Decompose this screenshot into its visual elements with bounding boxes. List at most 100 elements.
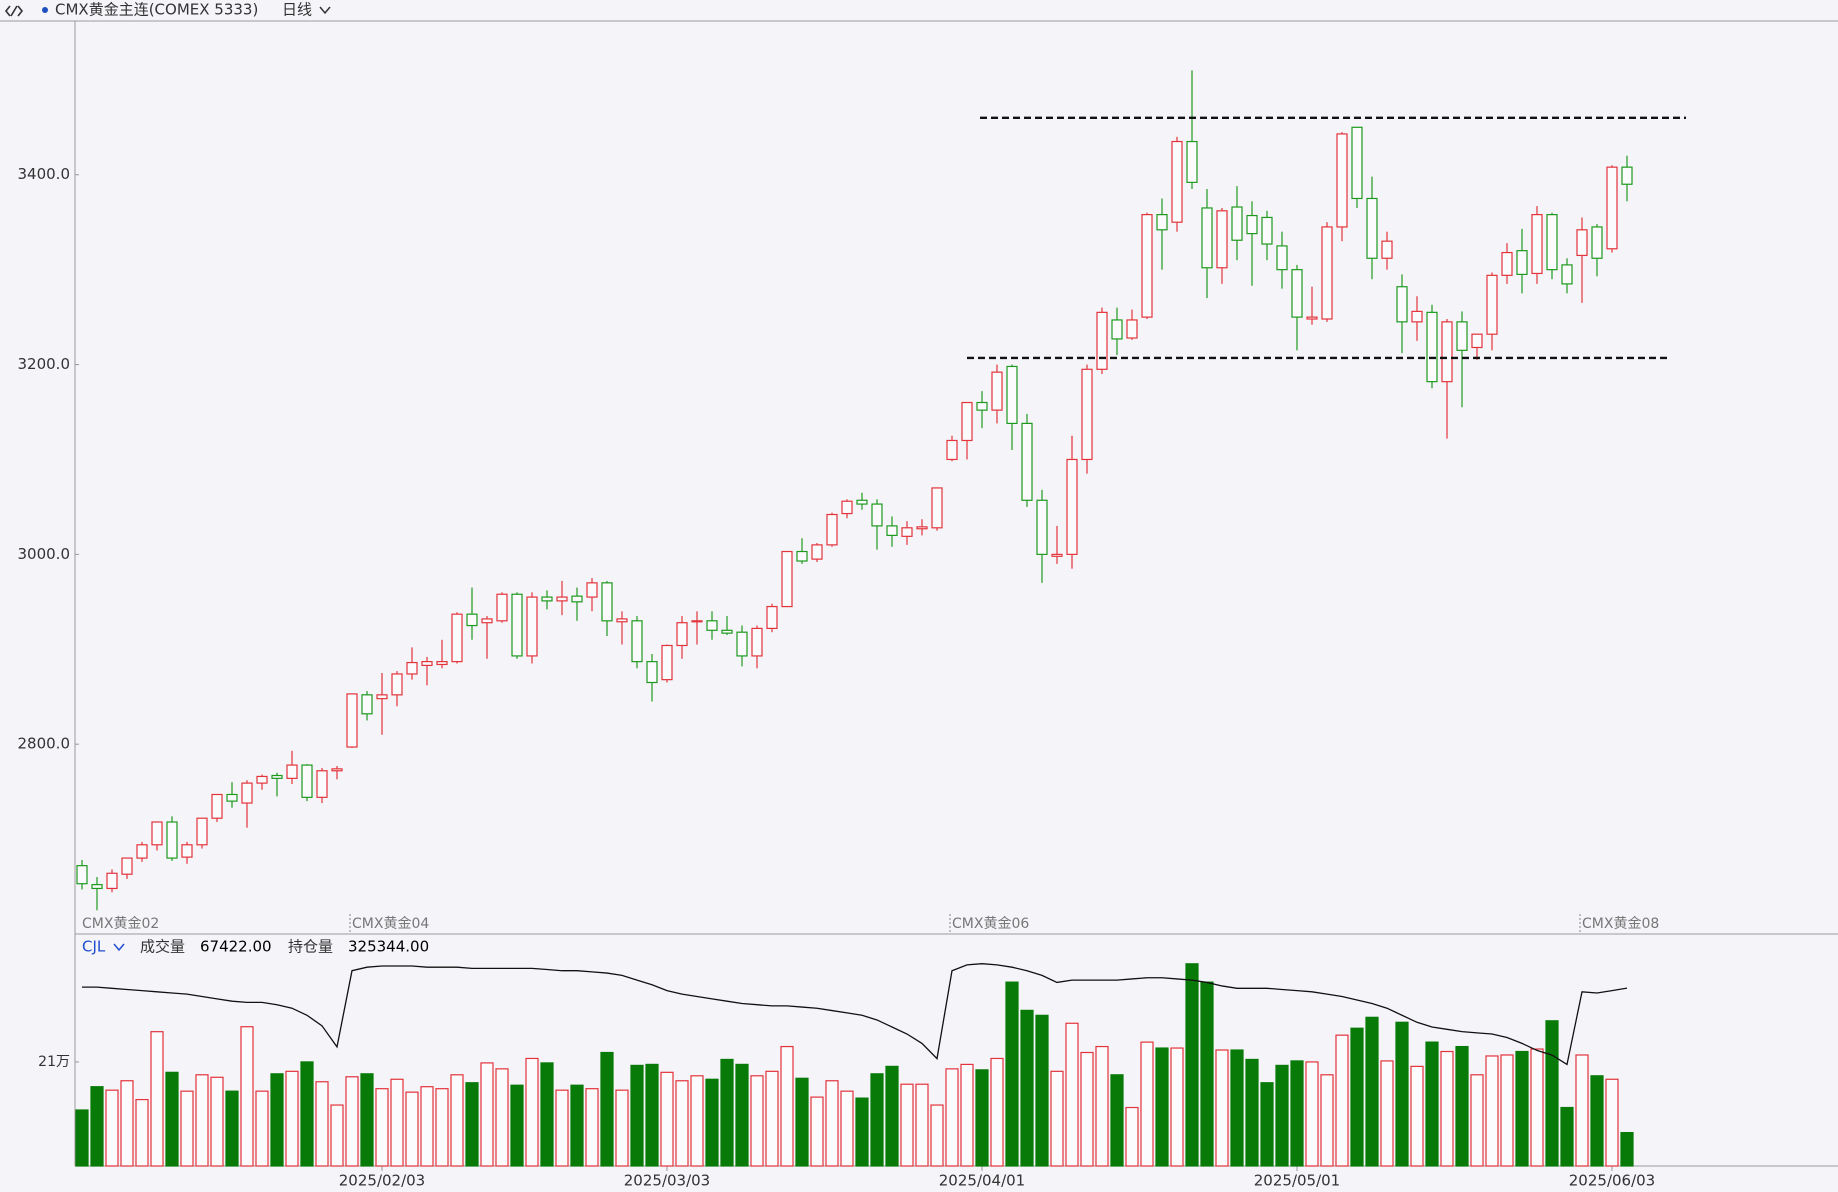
candle-body [811,544,823,560]
volume-bar [465,1082,479,1167]
volume-bar [735,1063,749,1167]
candle-body [1546,214,1558,271]
volume-bar [750,1075,764,1167]
volume-bar [1320,1074,1334,1167]
candle-body [526,596,538,657]
candle-body [991,371,1003,411]
volume-bar [105,1089,119,1167]
candle-body [1591,226,1603,259]
volume-bar [390,1078,404,1167]
volume-bar [90,1086,104,1167]
volume-bar [1080,1051,1094,1167]
candle-body [1201,207,1213,269]
candle-body [1171,140,1183,223]
candle-body [91,884,103,890]
volume-bar [1035,1014,1049,1167]
volume-bar [1335,1034,1349,1167]
candle-body [511,593,523,657]
y-tick-label: 3200.0 [18,355,71,373]
candle-body [1036,499,1048,555]
volume-bar [630,1064,644,1167]
volume-bar [285,1070,299,1167]
candle-body [226,793,238,802]
candle-body [691,620,703,623]
candle-body [631,620,643,663]
candle-body [136,844,148,859]
candle-body [106,872,118,890]
volume-bar [1140,1041,1154,1167]
candle-body [1246,214,1258,235]
candle-body [406,661,418,675]
candle-body [1186,140,1198,183]
candle-body [1366,197,1378,259]
volume-bar [1620,1131,1634,1167]
oi-readout: 325344.00 [348,938,429,956]
y-tick-label: 2800.0 [18,735,71,753]
indicator-selector[interactable]: CJL [82,938,125,956]
contract-label: CMX黄金06 [952,915,1029,932]
candle-body [466,613,478,627]
volume-bar [345,1076,359,1167]
candle-body [901,527,913,537]
volume-bar [990,1057,1004,1167]
candle-body [781,550,793,608]
candle-body [451,613,463,663]
status-dot [42,7,48,13]
volume-bar [1575,1054,1589,1167]
candle-body [481,618,493,624]
candle-body [586,582,598,598]
volume-bar [600,1051,614,1167]
volume-bar [1155,1047,1169,1167]
volume-bar [1260,1082,1274,1167]
volume-bar [315,1081,329,1167]
volume-bar [480,1062,494,1167]
volume-bar [120,1080,134,1167]
volume-bar [1065,1022,1079,1167]
volume-bar [405,1091,419,1167]
candle-body [646,661,658,684]
candle-body [1531,214,1543,275]
volume-bar [180,1090,194,1167]
volume-bar [150,1031,164,1167]
volume-bar [210,1076,224,1167]
candle-body [286,764,298,779]
candle-body [496,593,508,622]
volume-bar [1590,1075,1604,1167]
volume-bar [585,1088,599,1167]
candle-body [346,693,358,748]
volume-bar [960,1063,974,1167]
volume-bar [1530,1048,1544,1167]
y-tick-label: 3000.0 [18,545,71,563]
volume-bar [510,1084,524,1167]
period-selector[interactable]: 日线 [282,1,331,19]
candle-body [76,865,88,885]
candle-body [1006,365,1018,425]
volume-bar [375,1088,389,1167]
volume-bar [660,1071,674,1167]
candle-body [751,627,763,657]
candle-body [1486,274,1498,335]
y-tick-label: 3400.0 [18,165,71,183]
indicator-name[interactable]: CJL [82,938,106,956]
candle-body [766,605,778,630]
candle-body [796,550,808,562]
candle-body [871,503,883,527]
toolbar-icon[interactable] [4,5,24,17]
volume-bar [1500,1054,1514,1167]
candle-body [916,526,928,530]
volume-bar [1605,1078,1619,1167]
x-tick-label: 2025/06/03 [1569,1172,1655,1190]
candle-body [1351,126,1363,200]
volume-bar [1215,1049,1229,1167]
candle-body [1096,311,1108,370]
volume-bar [1005,981,1019,1167]
volume-bar [1470,1074,1484,1167]
candle-body [706,620,718,631]
candle-body [1516,250,1528,276]
period-label[interactable]: 日线 [282,1,312,19]
volume-bar [195,1074,209,1167]
contract-label: CMX黄金08 [1582,915,1659,932]
volume-bar [945,1068,959,1167]
volume-bar [540,1062,554,1167]
candle-body [1501,251,1513,276]
